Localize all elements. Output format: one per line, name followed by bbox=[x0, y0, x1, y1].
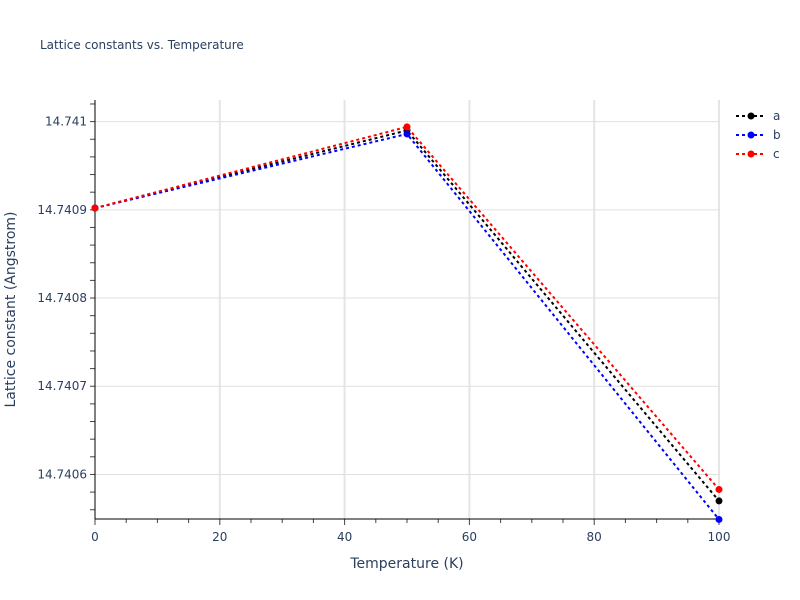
y-tick-label: 14.741 bbox=[45, 115, 87, 129]
x-tick-label: 40 bbox=[337, 530, 352, 544]
x-tick-label: 0 bbox=[91, 530, 99, 544]
y-tick-label: 14.7408 bbox=[37, 291, 87, 305]
data-point-c bbox=[403, 123, 411, 131]
x-tick-label: 60 bbox=[462, 530, 477, 544]
y-tick-label: 14.7407 bbox=[37, 379, 87, 393]
y-axis-title: Lattice constant (Angstrom) bbox=[3, 211, 19, 407]
series-line-b bbox=[94, 132, 720, 521]
x-tick-label: 20 bbox=[212, 530, 227, 544]
data-point-b bbox=[403, 130, 411, 138]
y-tick-label: 14.7409 bbox=[37, 203, 87, 217]
series-line-c bbox=[94, 125, 720, 491]
data-point-c bbox=[715, 485, 723, 493]
legend-item-a[interactable]: a bbox=[735, 106, 781, 125]
data-point-c bbox=[91, 204, 99, 212]
x-axis-title: Temperature (K) bbox=[349, 556, 463, 572]
x-tick-label: 80 bbox=[587, 530, 602, 544]
x-tick-label: 100 bbox=[708, 530, 731, 544]
legend-marker-icon bbox=[736, 131, 766, 138]
legend-marker-icon bbox=[736, 112, 766, 119]
data-point-b bbox=[715, 515, 723, 523]
legend-item-c[interactable]: c bbox=[735, 144, 781, 163]
chart-title: Lattice constants vs. Temperature bbox=[40, 38, 244, 52]
legend-marker-icon bbox=[736, 150, 766, 157]
legend-label: b bbox=[773, 127, 781, 142]
data-point-a bbox=[715, 497, 723, 505]
legend-item-b[interactable]: b bbox=[735, 125, 781, 144]
y-tick-label: 14.7406 bbox=[37, 467, 87, 481]
legend-label: c bbox=[773, 146, 780, 161]
series-line-a bbox=[94, 129, 720, 502]
legend-label: a bbox=[773, 108, 781, 123]
